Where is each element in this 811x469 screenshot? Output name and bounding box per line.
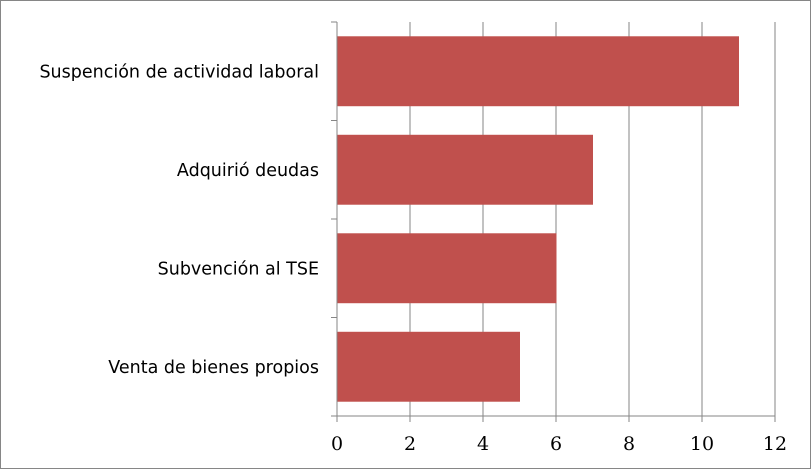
category-label-1: Adquirió deudas — [177, 161, 319, 181]
category-label-3: Venta de bienes propios — [108, 358, 319, 378]
category-label-0: Suspención de actividad laboral — [39, 62, 319, 82]
bar-0 — [337, 36, 739, 107]
x-tick-label-2: 4 — [477, 433, 489, 455]
x-tick-label-0: 0 — [331, 433, 343, 455]
category-label-2: Subvención al TSE — [158, 259, 319, 279]
bar-2 — [337, 233, 557, 304]
bar-1 — [337, 134, 593, 205]
bar-3 — [337, 331, 520, 402]
x-tick-label-6: 12 — [763, 433, 787, 455]
x-tick-label-4: 8 — [623, 433, 635, 455]
x-tick-label-3: 6 — [550, 433, 562, 455]
x-tick-label-1: 2 — [404, 433, 416, 455]
x-tick-label-5: 10 — [690, 433, 714, 455]
